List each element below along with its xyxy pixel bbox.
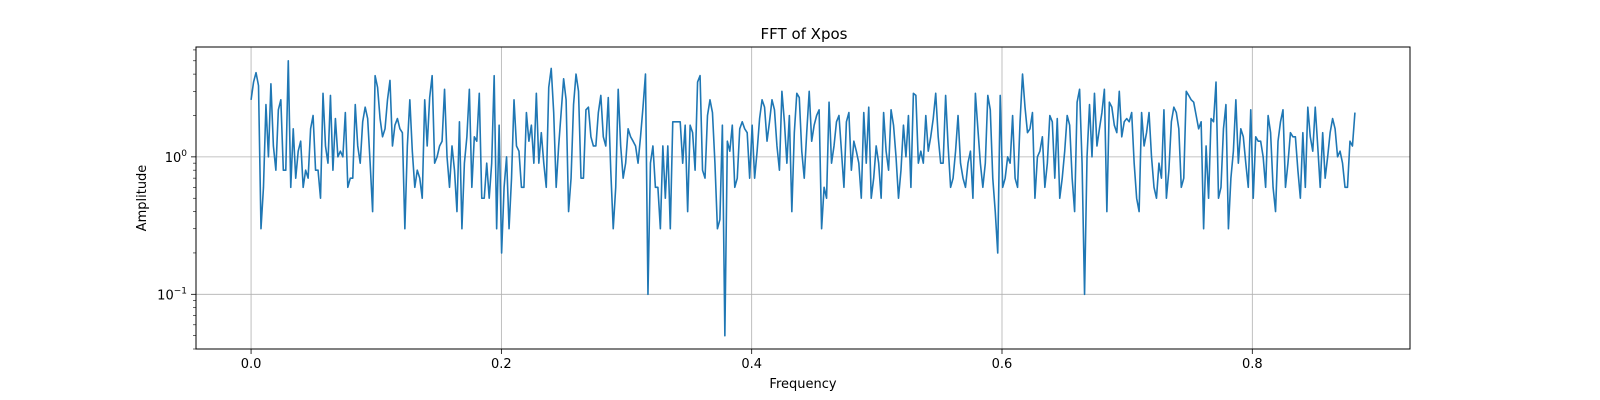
x-tick-label: 0.0 [241, 357, 262, 372]
tick-layer: 0.0 0.2 0.4 0.6 0.8 10−1 100 [157, 49, 1263, 372]
y-axis-label: Amplitude [135, 165, 150, 232]
x-tick-label: 0.4 [741, 357, 762, 372]
x-tick-label: 0.2 [491, 357, 512, 372]
plot-layer [250, 59, 1356, 337]
chart-title: FFT of Xpos [761, 25, 848, 43]
y-tick-label: 10−1 [157, 286, 187, 303]
x-tick-label: 0.6 [992, 357, 1013, 372]
y-tick-label: 100 [165, 149, 188, 166]
x-axis-label: Frequency [769, 377, 836, 392]
series-line-0 [250, 59, 1356, 337]
x-tick-label: 0.8 [1242, 357, 1263, 372]
